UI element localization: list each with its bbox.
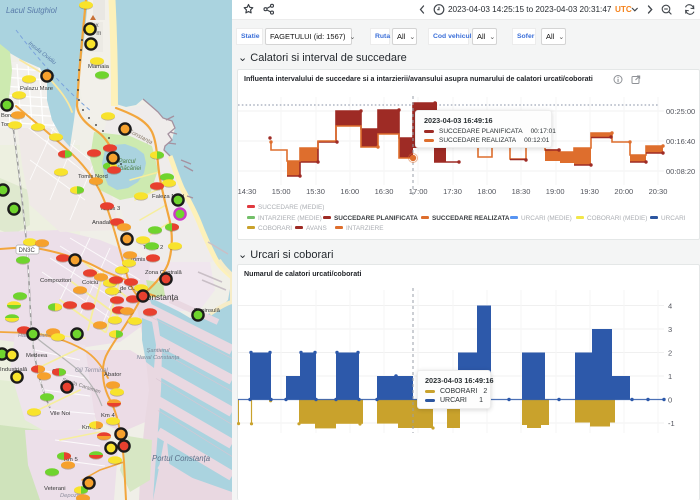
- svg-text:16:30: 16:30: [375, 187, 394, 196]
- svg-text:14:30: 14:30: [238, 187, 257, 196]
- svg-text:Portul Constanța: Portul Constanța: [152, 454, 211, 463]
- svg-text:20:00: 20:00: [614, 187, 633, 196]
- svg-text:16:00: 16:00: [340, 187, 359, 196]
- svg-text:Tăbăcăriei: Tăbăcăriei: [113, 166, 142, 172]
- svg-text:Lacul Siutghiol: Lacul Siutghiol: [6, 6, 57, 15]
- svg-text:Palazu Mare: Palazu Mare: [20, 86, 54, 92]
- svg-text:Km 4: Km 4: [101, 413, 115, 419]
- svg-text:17:00: 17:00: [409, 187, 428, 196]
- svg-text:Veterani: Veterani: [44, 486, 66, 492]
- svg-text:0: 0: [668, 396, 672, 405]
- svg-text:Constanța: Constanța: [141, 293, 179, 302]
- svg-text:Boreal: Boreal: [1, 113, 18, 119]
- svg-text:Depozit: Depozit: [60, 493, 80, 499]
- svg-text:Coiciu: Coiciu: [82, 280, 98, 286]
- svg-text:18:00: 18:00: [477, 187, 496, 196]
- svg-text:Km 5: Km 5: [64, 457, 78, 463]
- svg-text:19:30: 19:30: [580, 187, 599, 196]
- svg-text:Tomis 1: Tomis 1: [130, 257, 150, 263]
- svg-text:3: 3: [668, 325, 672, 334]
- svg-text:Peninsulă: Peninsulă: [194, 308, 221, 314]
- svg-text:19:00: 19:00: [546, 187, 565, 196]
- svg-text:00:16:40: 00:16:40: [666, 137, 695, 146]
- svg-text:18:30: 18:30: [512, 187, 531, 196]
- svg-text:15:00: 15:00: [272, 187, 291, 196]
- svg-text:00:08:20: 00:08:20: [666, 167, 695, 176]
- svg-text:Compozitori: Compozitori: [40, 278, 71, 284]
- svg-text:1: 1: [668, 372, 672, 381]
- svg-text:UTC: UTC: [615, 5, 632, 14]
- svg-text:4: 4: [668, 302, 672, 311]
- svg-text:Anadalchioi: Anadalchioi: [92, 220, 122, 226]
- svg-text:17:30: 17:30: [443, 187, 462, 196]
- svg-text:20:30: 20:30: [649, 187, 668, 196]
- svg-text:Industrială: Industrială: [0, 367, 28, 373]
- svg-text:Oil Terminal: Oil Terminal: [75, 367, 108, 374]
- svg-text:de Cultură: de Cultură: [120, 286, 148, 292]
- svg-text:DN3C: DN3C: [19, 248, 36, 254]
- svg-text:25 m: 25 m: [88, 31, 101, 37]
- svg-text:2023-04-03 14:25:15 to 2023-04: 2023-04-03 14:25:15 to 2023-04-03 20:31:…: [448, 5, 612, 14]
- svg-text:Tomis Nord: Tomis Nord: [78, 174, 108, 180]
- svg-text:Parcul: Parcul: [118, 159, 136, 165]
- svg-text:Abator: Abator: [104, 372, 121, 378]
- svg-text:-1: -1: [668, 419, 675, 428]
- svg-text:Medeea: Medeea: [26, 353, 48, 359]
- svg-text:00:25:00: 00:25:00: [666, 107, 695, 116]
- svg-text:Mamaia: Mamaia: [88, 64, 110, 70]
- svg-text:Naval Constanța: Naval Constanța: [137, 355, 181, 361]
- svg-text:Vile Noi: Vile Noi: [50, 411, 70, 417]
- svg-text:15:30: 15:30: [306, 187, 325, 196]
- svg-text:2: 2: [668, 349, 672, 358]
- svg-text:Șantierul: Șantierul: [147, 348, 171, 354]
- svg-text:Faleza Nord: Faleza Nord: [152, 194, 184, 200]
